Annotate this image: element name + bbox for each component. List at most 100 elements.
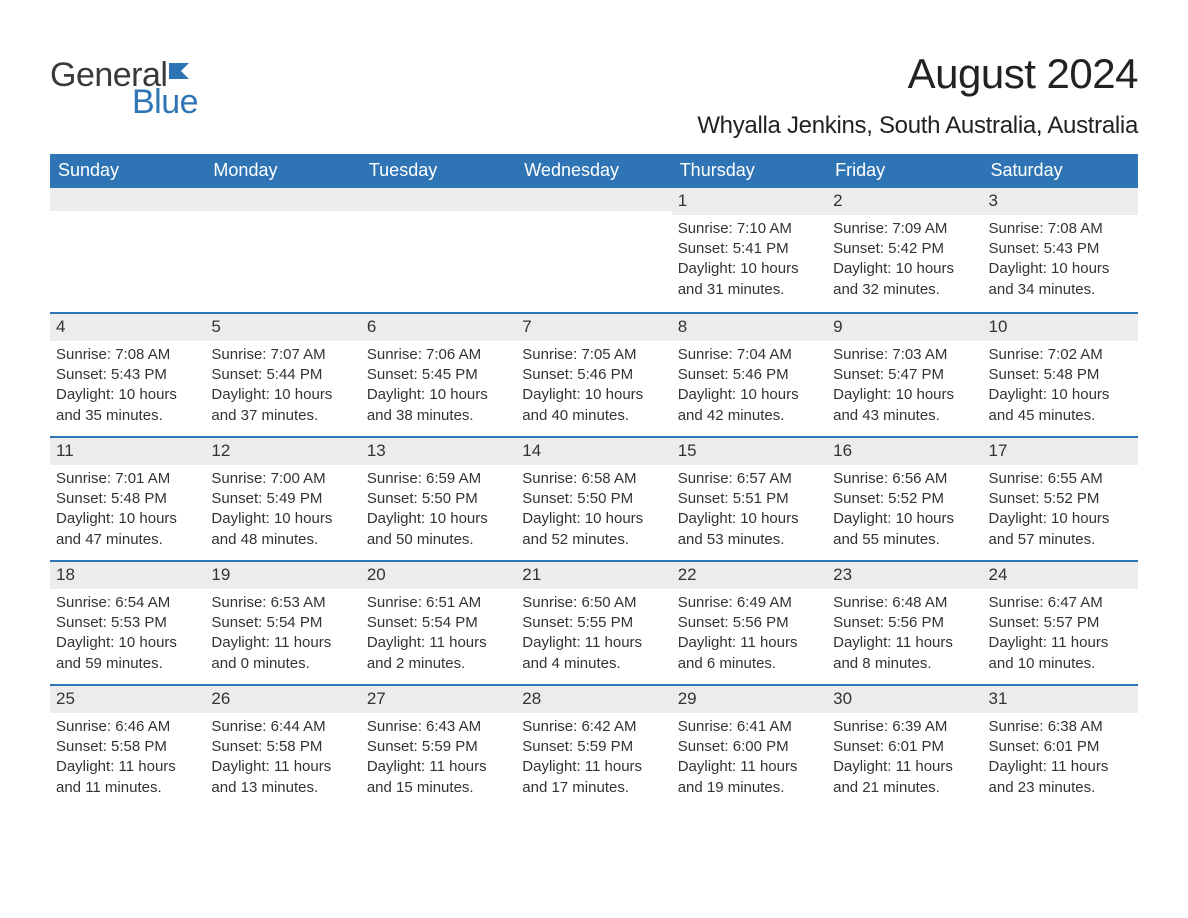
sunset-text: Sunset: 5:58 PM xyxy=(56,737,199,757)
day-cell: 9Sunrise: 7:03 AMSunset: 5:47 PMDaylight… xyxy=(827,314,982,436)
sunrise-text: Sunrise: 6:50 AM xyxy=(522,593,665,613)
day-cell: 7Sunrise: 7:05 AMSunset: 5:46 PMDaylight… xyxy=(516,314,671,436)
sunset-text: Sunset: 5:43 PM xyxy=(56,365,199,385)
week-row: 18Sunrise: 6:54 AMSunset: 5:53 PMDayligh… xyxy=(50,560,1138,684)
day-number: 14 xyxy=(516,438,671,465)
sunrise-text: Sunrise: 6:51 AM xyxy=(367,593,510,613)
day-cell: 11Sunrise: 7:01 AMSunset: 5:48 PMDayligh… xyxy=(50,438,205,560)
daylight-text: Daylight: 11 hours and 0 minutes. xyxy=(211,633,354,674)
day-number: 21 xyxy=(516,562,671,589)
day-cell xyxy=(50,188,205,312)
sunrise-text: Sunrise: 6:43 AM xyxy=(367,717,510,737)
week-row: 11Sunrise: 7:01 AMSunset: 5:48 PMDayligh… xyxy=(50,436,1138,560)
day-number: 22 xyxy=(672,562,827,589)
weekday-sunday: Sunday xyxy=(50,154,205,188)
daylight-text: Daylight: 10 hours and 43 minutes. xyxy=(833,385,976,426)
sunset-text: Sunset: 5:41 PM xyxy=(678,239,821,259)
day-cell: 21Sunrise: 6:50 AMSunset: 5:55 PMDayligh… xyxy=(516,562,671,684)
sunset-text: Sunset: 5:52 PM xyxy=(989,489,1132,509)
day-cell: 8Sunrise: 7:04 AMSunset: 5:46 PMDaylight… xyxy=(672,314,827,436)
calendar: SundayMondayTuesdayWednesdayThursdayFrid… xyxy=(50,154,1138,808)
sunset-text: Sunset: 5:43 PM xyxy=(989,239,1132,259)
day-content: Sunrise: 7:00 AMSunset: 5:49 PMDaylight:… xyxy=(205,465,360,558)
sunset-text: Sunset: 5:54 PM xyxy=(367,613,510,633)
day-number: 24 xyxy=(983,562,1138,589)
day-content: Sunrise: 7:08 AMSunset: 5:43 PMDaylight:… xyxy=(983,215,1138,308)
sunset-text: Sunset: 5:58 PM xyxy=(211,737,354,757)
day-content: Sunrise: 7:08 AMSunset: 5:43 PMDaylight:… xyxy=(50,341,205,434)
sunrise-text: Sunrise: 6:41 AM xyxy=(678,717,821,737)
sunset-text: Sunset: 5:56 PM xyxy=(833,613,976,633)
day-number: 30 xyxy=(827,686,982,713)
sunrise-text: Sunrise: 6:42 AM xyxy=(522,717,665,737)
day-cell: 17Sunrise: 6:55 AMSunset: 5:52 PMDayligh… xyxy=(983,438,1138,560)
daylight-text: Daylight: 10 hours and 48 minutes. xyxy=(211,509,354,550)
sunset-text: Sunset: 5:54 PM xyxy=(211,613,354,633)
location-text: Whyalla Jenkins, South Australia, Austra… xyxy=(697,112,1138,140)
day-cell: 2Sunrise: 7:09 AMSunset: 5:42 PMDaylight… xyxy=(827,188,982,312)
sunrise-text: Sunrise: 6:58 AM xyxy=(522,469,665,489)
sunrise-text: Sunrise: 7:02 AM xyxy=(989,345,1132,365)
sunrise-text: Sunrise: 7:01 AM xyxy=(56,469,199,489)
day-cell: 16Sunrise: 6:56 AMSunset: 5:52 PMDayligh… xyxy=(827,438,982,560)
sunrise-text: Sunrise: 6:48 AM xyxy=(833,593,976,613)
day-cell: 22Sunrise: 6:49 AMSunset: 5:56 PMDayligh… xyxy=(672,562,827,684)
daylight-text: Daylight: 10 hours and 52 minutes. xyxy=(522,509,665,550)
daylight-text: Daylight: 10 hours and 53 minutes. xyxy=(678,509,821,550)
day-content: Sunrise: 6:48 AMSunset: 5:56 PMDaylight:… xyxy=(827,589,982,682)
daylight-text: Daylight: 11 hours and 10 minutes. xyxy=(989,633,1132,674)
sunset-text: Sunset: 5:57 PM xyxy=(989,613,1132,633)
daylight-text: Daylight: 10 hours and 32 minutes. xyxy=(833,259,976,300)
sunrise-text: Sunrise: 6:46 AM xyxy=(56,717,199,737)
day-content: Sunrise: 6:51 AMSunset: 5:54 PMDaylight:… xyxy=(361,589,516,682)
day-cell: 5Sunrise: 7:07 AMSunset: 5:44 PMDaylight… xyxy=(205,314,360,436)
day-cell: 13Sunrise: 6:59 AMSunset: 5:50 PMDayligh… xyxy=(361,438,516,560)
day-content: Sunrise: 6:57 AMSunset: 5:51 PMDaylight:… xyxy=(672,465,827,558)
day-content: Sunrise: 6:59 AMSunset: 5:50 PMDaylight:… xyxy=(361,465,516,558)
day-cell: 23Sunrise: 6:48 AMSunset: 5:56 PMDayligh… xyxy=(827,562,982,684)
day-number: 18 xyxy=(50,562,205,589)
sunset-text: Sunset: 5:49 PM xyxy=(211,489,354,509)
day-cell: 3Sunrise: 7:08 AMSunset: 5:43 PMDaylight… xyxy=(983,188,1138,312)
day-cell xyxy=(205,188,360,312)
day-number: 1 xyxy=(672,188,827,215)
daylight-text: Daylight: 10 hours and 34 minutes. xyxy=(989,259,1132,300)
day-content: Sunrise: 7:05 AMSunset: 5:46 PMDaylight:… xyxy=(516,341,671,434)
day-number: 3 xyxy=(983,188,1138,215)
day-cell: 18Sunrise: 6:54 AMSunset: 5:53 PMDayligh… xyxy=(50,562,205,684)
sunrise-text: Sunrise: 6:55 AM xyxy=(989,469,1132,489)
day-number: 19 xyxy=(205,562,360,589)
sunset-text: Sunset: 6:01 PM xyxy=(989,737,1132,757)
sunset-text: Sunset: 5:55 PM xyxy=(522,613,665,633)
sunset-text: Sunset: 5:56 PM xyxy=(678,613,821,633)
sunrise-text: Sunrise: 7:06 AM xyxy=(367,345,510,365)
day-content: Sunrise: 7:02 AMSunset: 5:48 PMDaylight:… xyxy=(983,341,1138,434)
day-cell: 14Sunrise: 6:58 AMSunset: 5:50 PMDayligh… xyxy=(516,438,671,560)
sunset-text: Sunset: 5:51 PM xyxy=(678,489,821,509)
day-number: 28 xyxy=(516,686,671,713)
sunset-text: Sunset: 5:48 PM xyxy=(56,489,199,509)
sunrise-text: Sunrise: 7:10 AM xyxy=(678,219,821,239)
day-cell: 25Sunrise: 6:46 AMSunset: 5:58 PMDayligh… xyxy=(50,686,205,808)
sunrise-text: Sunrise: 6:57 AM xyxy=(678,469,821,489)
sunrise-text: Sunrise: 6:44 AM xyxy=(211,717,354,737)
sunrise-text: Sunrise: 6:54 AM xyxy=(56,593,199,613)
logo: General Blue xyxy=(50,56,203,122)
sunset-text: Sunset: 5:46 PM xyxy=(678,365,821,385)
sunrise-text: Sunrise: 7:08 AM xyxy=(989,219,1132,239)
day-cell: 10Sunrise: 7:02 AMSunset: 5:48 PMDayligh… xyxy=(983,314,1138,436)
day-content: Sunrise: 6:50 AMSunset: 5:55 PMDaylight:… xyxy=(516,589,671,682)
daylight-text: Daylight: 11 hours and 4 minutes. xyxy=(522,633,665,674)
day-cell xyxy=(516,188,671,312)
day-cell: 31Sunrise: 6:38 AMSunset: 6:01 PMDayligh… xyxy=(983,686,1138,808)
daylight-text: Daylight: 10 hours and 57 minutes. xyxy=(989,509,1132,550)
daylight-text: Daylight: 11 hours and 21 minutes. xyxy=(833,757,976,798)
day-number: 2 xyxy=(827,188,982,215)
day-content: Sunrise: 7:07 AMSunset: 5:44 PMDaylight:… xyxy=(205,341,360,434)
month-title: August 2024 xyxy=(697,50,1138,98)
day-number: 27 xyxy=(361,686,516,713)
weekday-tuesday: Tuesday xyxy=(361,154,516,188)
daylight-text: Daylight: 11 hours and 11 minutes. xyxy=(56,757,199,798)
sunset-text: Sunset: 6:01 PM xyxy=(833,737,976,757)
week-row: 1 Sunrise: 7:10 AMSunset: 5:41 PM Daylight… xyxy=(50,188,1138,312)
